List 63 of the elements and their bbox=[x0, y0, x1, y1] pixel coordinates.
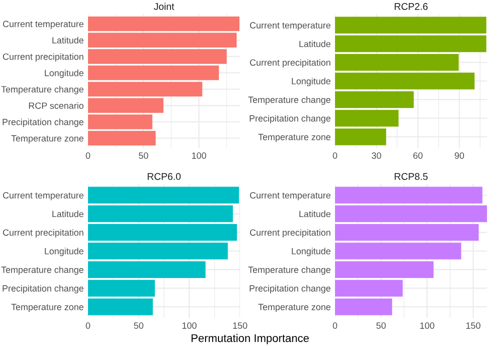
y-tick-label: Temperature change bbox=[248, 266, 330, 275]
y-tick-label: Longitude bbox=[44, 248, 84, 256]
y-tick-label: Temperature zone bbox=[11, 135, 84, 144]
y-tick-label: Precipitation change bbox=[250, 114, 330, 124]
x-tick-label: 0 bbox=[332, 152, 338, 159]
x-tick-label: 90 bbox=[454, 152, 464, 159]
y-tick-label: Current precipitation bbox=[250, 229, 330, 238]
x-tick-label: 50 bbox=[134, 322, 144, 329]
y-tick-label: Precipitation change bbox=[2, 284, 84, 294]
y-tick-label: Longitude bbox=[292, 248, 330, 256]
x-tick-label: 50 bbox=[376, 322, 386, 329]
bar bbox=[88, 280, 155, 297]
chart-title: RCP8.5 bbox=[394, 173, 428, 180]
chart-title: RCP2.6 bbox=[394, 3, 428, 10]
bar bbox=[88, 186, 239, 204]
bar bbox=[88, 16, 240, 32]
y-tick-label: Current precipitation bbox=[250, 59, 330, 68]
x-tick-label: 0 bbox=[86, 322, 90, 329]
x-tick-label: 0 bbox=[332, 322, 338, 329]
bar bbox=[335, 16, 486, 34]
y-tick-label: Latitude bbox=[52, 36, 84, 44]
y-tick-label: Latitude bbox=[299, 210, 330, 218]
y-tick-label: Temperature zone bbox=[11, 304, 84, 312]
bar bbox=[335, 35, 486, 52]
bar bbox=[335, 186, 482, 204]
y-tick-label: Current temperature bbox=[3, 20, 84, 29]
x-tick-label: 100 bbox=[420, 322, 434, 329]
y-tick-label: Longitude bbox=[292, 78, 330, 86]
y-tick-label: Current temperature bbox=[250, 22, 330, 30]
y-tick-label: Longitude bbox=[44, 70, 84, 78]
y-tick-label: Precipitation change bbox=[2, 118, 84, 127]
chart-title: Joint bbox=[154, 2, 174, 10]
bar bbox=[335, 205, 487, 222]
y-tick-label: Temperature change bbox=[248, 96, 330, 105]
y-tick-label: Current precipitation bbox=[3, 229, 84, 238]
y-tick-label: RCP scenario bbox=[29, 102, 84, 109]
y-tick-label: Current temperature bbox=[3, 192, 84, 200]
y-tick-label: Temperature change bbox=[1, 266, 84, 275]
bar bbox=[335, 110, 399, 127]
x-tick-label: 60 bbox=[413, 152, 423, 159]
y-tick-label: Precipitation change bbox=[250, 284, 330, 294]
chart-title: RCP6.0 bbox=[148, 173, 181, 180]
x-tick-label: 30 bbox=[372, 152, 382, 159]
bar bbox=[88, 298, 153, 316]
y-tick-label: Current temperature bbox=[250, 192, 330, 200]
x-axis-title: Permutation Importance bbox=[192, 334, 309, 344]
y-tick-label: Temperature change bbox=[1, 86, 84, 94]
y-tick-label: Latitude bbox=[299, 40, 330, 48]
bar bbox=[88, 205, 233, 222]
y-tick-label: Temperature zone bbox=[258, 134, 330, 142]
x-tick-label: 150 bbox=[233, 322, 248, 329]
bar bbox=[335, 298, 392, 316]
x-tick-label: 100 bbox=[182, 322, 197, 329]
y-tick-label: Temperature zone bbox=[258, 304, 330, 312]
x-tick-label: 0 bbox=[86, 152, 90, 159]
bar bbox=[88, 130, 156, 146]
x-tick-label: 50 bbox=[138, 152, 148, 159]
x-tick-label: 100 bbox=[192, 152, 206, 159]
x-tick-label: 150 bbox=[466, 322, 480, 329]
bar bbox=[335, 280, 403, 297]
y-tick-label: Latitude bbox=[52, 210, 84, 218]
bar bbox=[335, 128, 386, 146]
y-tick-label: Current precipitation bbox=[3, 53, 84, 62]
